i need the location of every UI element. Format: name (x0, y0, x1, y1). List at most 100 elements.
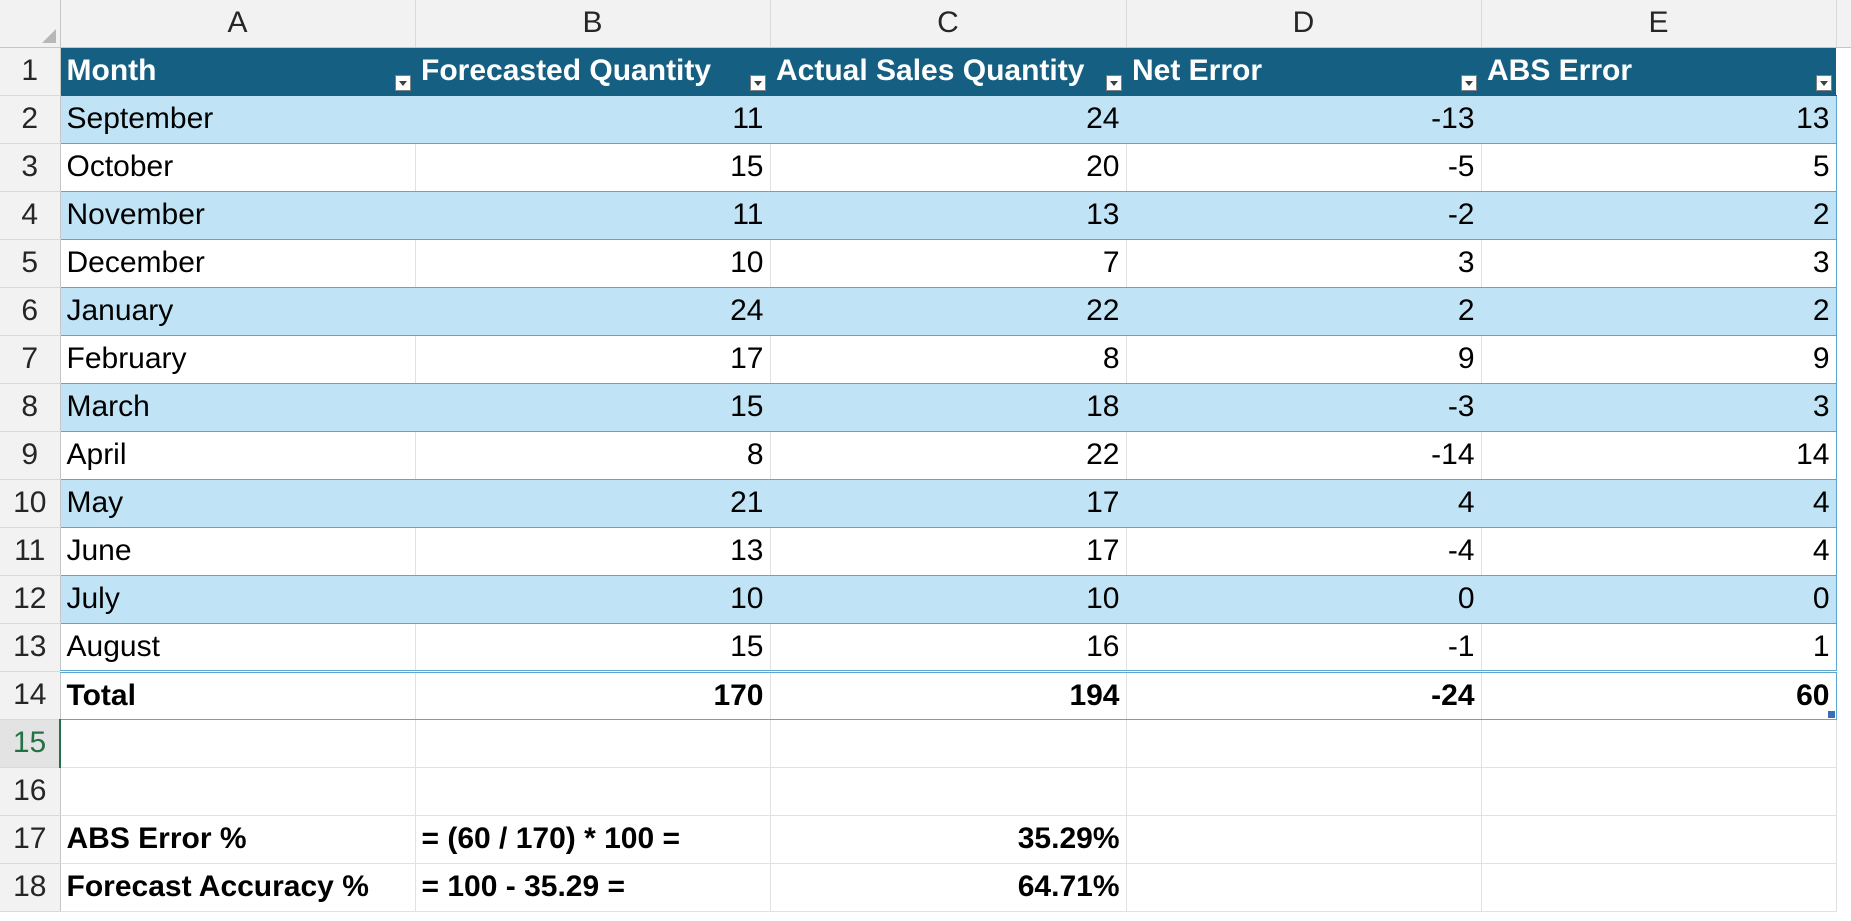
empty-cell[interactable] (60, 767, 416, 816)
table-cell[interactable]: 10 (770, 575, 1127, 624)
row-header-10[interactable]: 10 (0, 479, 61, 528)
table-cell[interactable]: 13 (415, 527, 771, 576)
summary-cell[interactable]: ABS Error % (60, 815, 416, 864)
table-cell[interactable]: 2 (1481, 287, 1837, 336)
table-cell[interactable]: July (59, 575, 416, 624)
total-cell[interactable]: Total (59, 669, 416, 720)
column-header-a[interactable]: A (60, 0, 416, 48)
summary-cell[interactable]: 64.71% (770, 863, 1127, 912)
row-header-9[interactable]: 9 (0, 431, 61, 480)
table-cell[interactable]: 16 (770, 623, 1127, 672)
table-cell[interactable]: 14 (1481, 431, 1837, 480)
empty-cell[interactable] (770, 719, 1127, 768)
total-cell[interactable]: -24 (1126, 669, 1482, 720)
table-cell[interactable]: September (59, 95, 416, 144)
table-cell[interactable]: 15 (415, 623, 771, 672)
row-header-6[interactable]: 6 (0, 287, 61, 336)
table-cell[interactable]: December (59, 239, 416, 288)
table-cell[interactable]: 9 (1481, 335, 1837, 384)
table-cell[interactable]: 8 (770, 335, 1127, 384)
filter-dropdown-icon[interactable] (1816, 74, 1832, 91)
row-header-14[interactable]: 14 (0, 671, 61, 720)
table-cell[interactable]: 22 (770, 431, 1127, 480)
table-resize-handle[interactable] (1827, 710, 1835, 718)
table-cell[interactable]: March (59, 383, 416, 432)
row-header-13[interactable]: 13 (0, 623, 61, 672)
table-cell[interactable]: 17 (770, 479, 1127, 528)
table-cell[interactable]: 2 (1126, 287, 1482, 336)
table-cell[interactable]: 7 (770, 239, 1127, 288)
table-cell[interactable]: -3 (1126, 383, 1482, 432)
total-cell[interactable]: 194 (770, 669, 1127, 720)
summary-cell[interactable]: Forecast Accuracy % (60, 863, 416, 912)
table-cell[interactable]: -1 (1126, 623, 1482, 672)
table-cell[interactable]: 0 (1481, 575, 1837, 624)
filter-dropdown-icon[interactable] (1461, 74, 1477, 91)
row-header-1[interactable]: 1 (0, 47, 61, 96)
row-header-7[interactable]: 7 (0, 335, 61, 384)
table-cell[interactable]: 0 (1126, 575, 1482, 624)
filter-dropdown-icon[interactable] (750, 74, 766, 91)
table-cell[interactable]: 13 (1481, 95, 1837, 144)
empty-cell[interactable] (1481, 719, 1837, 768)
table-cell[interactable]: 2 (1481, 191, 1837, 240)
table-cell[interactable]: January (59, 287, 416, 336)
column-header-b[interactable]: B (415, 0, 771, 48)
empty-cell[interactable] (1126, 815, 1482, 864)
table-cell[interactable]: 1 (1481, 623, 1837, 672)
table-cell[interactable]: 4 (1481, 527, 1837, 576)
table-cell[interactable]: -4 (1126, 527, 1482, 576)
table-cell[interactable]: 17 (770, 527, 1127, 576)
table-cell[interactable]: -14 (1126, 431, 1482, 480)
empty-cell[interactable] (415, 719, 771, 768)
row-header-15[interactable]: 15 (0, 719, 61, 768)
empty-cell[interactable] (1126, 767, 1482, 816)
table-cell[interactable]: 3 (1481, 239, 1837, 288)
table-cell[interactable]: 3 (1481, 383, 1837, 432)
table-cell[interactable]: 10 (415, 239, 771, 288)
empty-cell[interactable] (1481, 767, 1837, 816)
select-all-corner[interactable] (0, 0, 61, 48)
empty-cell[interactable] (770, 767, 1127, 816)
table-cell[interactable]: 15 (415, 143, 771, 192)
table-cell[interactable]: May (59, 479, 416, 528)
row-header-18[interactable]: 18 (0, 863, 61, 912)
total-cell[interactable]: 60 (1481, 669, 1837, 720)
empty-cell[interactable] (1126, 719, 1482, 768)
table-cell[interactable]: -13 (1126, 95, 1482, 144)
filter-dropdown-icon[interactable] (1106, 74, 1122, 91)
table-cell[interactable]: -5 (1126, 143, 1482, 192)
empty-cell[interactable] (1126, 863, 1482, 912)
table-cell[interactable]: 11 (415, 191, 771, 240)
summary-cell[interactable]: 35.29% (770, 815, 1127, 864)
row-header-4[interactable]: 4 (0, 191, 61, 240)
empty-cell[interactable] (415, 767, 771, 816)
table-cell[interactable]: April (59, 431, 416, 480)
row-header-3[interactable]: 3 (0, 143, 61, 192)
table-cell[interactable]: 4 (1126, 479, 1482, 528)
table-cell[interactable]: 11 (415, 95, 771, 144)
row-header-8[interactable]: 8 (0, 383, 61, 432)
column-header-d[interactable]: D (1126, 0, 1482, 48)
table-cell[interactable]: 15 (415, 383, 771, 432)
empty-cell[interactable] (1481, 815, 1837, 864)
table-cell[interactable]: 17 (415, 335, 771, 384)
row-header-16[interactable]: 16 (0, 767, 61, 816)
table-cell[interactable]: 18 (770, 383, 1127, 432)
table-cell[interactable]: 13 (770, 191, 1127, 240)
row-header-12[interactable]: 12 (0, 575, 61, 624)
table-cell[interactable]: August (59, 623, 416, 672)
table-cell[interactable]: 22 (770, 287, 1127, 336)
column-header-c[interactable]: C (770, 0, 1127, 48)
table-header-cell[interactable]: ABS Error (1481, 47, 1836, 96)
table-cell[interactable]: 24 (770, 95, 1127, 144)
row-header-5[interactable]: 5 (0, 239, 61, 288)
table-cell[interactable]: 3 (1126, 239, 1482, 288)
table-cell[interactable]: 20 (770, 143, 1127, 192)
row-header-2[interactable]: 2 (0, 95, 61, 144)
table-cell[interactable]: 10 (415, 575, 771, 624)
table-cell[interactable]: 21 (415, 479, 771, 528)
table-cell[interactable]: 8 (415, 431, 771, 480)
table-cell[interactable]: November (59, 191, 416, 240)
table-cell[interactable]: 24 (415, 287, 771, 336)
